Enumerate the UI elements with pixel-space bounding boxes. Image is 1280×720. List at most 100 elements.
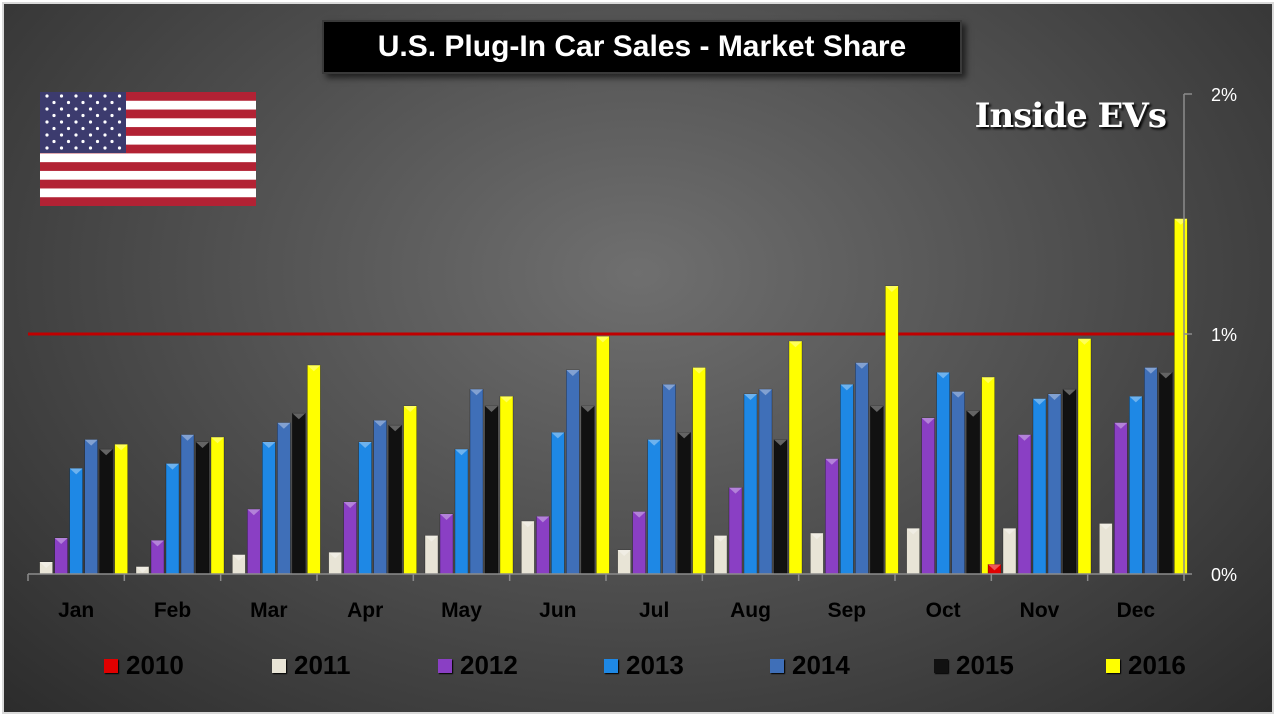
bar-oct-2012: [921, 417, 935, 575]
legend-item-2015: 2015: [934, 650, 1014, 681]
bar-oct-2015: [966, 410, 980, 575]
legend-label-2016: 2016: [1128, 650, 1186, 680]
bar-cap-sep-2012: [825, 458, 839, 465]
bar-cap-jun-2015: [581, 406, 595, 412]
bar-nov-2016: [1077, 338, 1092, 575]
bar-mar-2015: [292, 412, 306, 575]
bar-cap-jan-2016: [114, 444, 128, 451]
bar-cap-aug-2015: [774, 439, 787, 446]
legend-item-2016: 2016: [1106, 650, 1186, 681]
bar-oct-2014: [951, 391, 965, 575]
bar-jan-2014: [84, 439, 98, 575]
legend-label-2013: 2013: [626, 650, 684, 680]
bar-cap-apr-2012: [343, 502, 357, 508]
x-tick-label-feb: Feb: [154, 599, 191, 622]
bar-jan-2015: [99, 448, 113, 575]
legend-swatch-2010: [104, 658, 118, 673]
bar-cap-aug-2011: [714, 535, 727, 542]
bar-cap-jan-2012: [54, 538, 68, 544]
bar-apr-2012: [343, 501, 357, 575]
bar-mar-2014: [277, 422, 291, 575]
legend-swatch-2013: [604, 658, 618, 673]
bar-mar-2012: [247, 508, 261, 575]
legend-swatch-2015: [934, 658, 948, 673]
bar-jun-2015: [581, 405, 595, 575]
legend-swatch-2011: [272, 658, 286, 673]
bar-sep-2011: [810, 532, 824, 575]
x-tick-label-jul: Jul: [639, 599, 669, 622]
bar-may-2014: [469, 388, 484, 575]
bar-cap-nov-2016: [1078, 338, 1091, 345]
bar-aug-2016: [788, 340, 803, 575]
bar-cap-dec-2014: [1144, 367, 1158, 374]
bar-may-2016: [499, 396, 514, 575]
legend-item-2014: 2014: [770, 650, 850, 681]
x-tick-label-apr: Apr: [347, 599, 383, 622]
bar-cap-mar-2016: [307, 365, 321, 372]
y-tick-label: 2%: [1211, 85, 1237, 105]
bar-cap-dec-2011: [1099, 523, 1113, 530]
bar-dec-2011: [1099, 523, 1113, 575]
bar-apr-2015: [388, 424, 402, 575]
bar-dec-2013: [1129, 396, 1143, 575]
bar-cap-jun-2014: [566, 370, 580, 376]
bar-cap-mar-2013: [262, 442, 276, 448]
bar-jul-2016: [692, 367, 706, 575]
bar-oct-2016: [981, 376, 995, 575]
bar-cap-apr-2014: [373, 420, 387, 427]
bar-nov-2012: [1017, 434, 1032, 575]
bar-jan-2016: [114, 444, 128, 575]
bar-cap-aug-2012: [729, 487, 742, 494]
bar-cap-nov-2010: [988, 564, 1001, 571]
legend-item-2013: 2013: [604, 650, 684, 681]
bar-cap-may-2011: [425, 535, 438, 542]
bar-nov-2014: [1047, 393, 1062, 575]
bar-cap-dec-2013: [1129, 396, 1143, 403]
bar-sep-2016: [885, 285, 899, 575]
legend-item-2011: 2011: [272, 650, 350, 681]
bar-cap-feb-2011: [136, 566, 149, 573]
bar-cap-sep-2013: [840, 384, 854, 391]
bar-cap-sep-2014: [855, 362, 869, 369]
bar-cap-nov-2012: [1018, 434, 1031, 441]
bar-dec-2014: [1144, 367, 1158, 575]
bar-cap-nov-2015: [1063, 389, 1076, 396]
bar-jul-2012: [632, 511, 646, 575]
y-tick-label: 0%: [1211, 565, 1237, 585]
legend-item-2012: 2012: [438, 650, 518, 681]
bar-cap-jan-2013: [69, 468, 83, 475]
bar-dec-2016: [1174, 218, 1188, 575]
bar-jul-2013: [647, 439, 661, 575]
bar-cap-mar-2014: [277, 422, 291, 429]
bar-cap-may-2015: [485, 406, 498, 412]
bar-aug-2012: [728, 487, 743, 575]
x-tick-label-mar: Mar: [250, 599, 287, 622]
bar-aug-2014: [758, 388, 773, 575]
x-tick-label-jan: Jan: [58, 599, 94, 622]
bar-cap-oct-2015: [966, 410, 980, 417]
bar-cap-aug-2013: [744, 394, 757, 400]
x-tick-label-jun: Jun: [539, 599, 576, 622]
bar-cap-jun-2011: [521, 521, 535, 528]
legend-label-2011: 2011: [294, 650, 351, 680]
bar-cap-oct-2016: [981, 377, 995, 384]
bar-cap-may-2016: [500, 396, 513, 403]
bar-may-2015: [484, 405, 499, 575]
bar-mar-2016: [307, 364, 321, 575]
bar-jul-2014: [662, 384, 676, 575]
x-tick-label-aug: Aug: [730, 599, 771, 622]
bar-jun-2012: [536, 516, 550, 575]
inside-evs-logo: Inside EVs: [974, 96, 1167, 136]
bar-may-2012: [439, 513, 454, 575]
bar-cap-jul-2013: [647, 439, 661, 446]
bar-may-2013: [454, 448, 469, 575]
bar-cap-sep-2011: [810, 533, 824, 540]
legend-label-2015: 2015: [956, 650, 1014, 680]
legend-swatch-2016: [1106, 658, 1120, 673]
x-tick-label-nov: Nov: [1020, 599, 1060, 622]
bar-cap-nov-2011: [1003, 528, 1016, 535]
bar-cap-jan-2011: [39, 562, 53, 568]
bar-aug-2015: [773, 439, 788, 575]
bar-cap-jul-2015: [677, 432, 691, 439]
bar-cap-apr-2016: [403, 406, 417, 412]
